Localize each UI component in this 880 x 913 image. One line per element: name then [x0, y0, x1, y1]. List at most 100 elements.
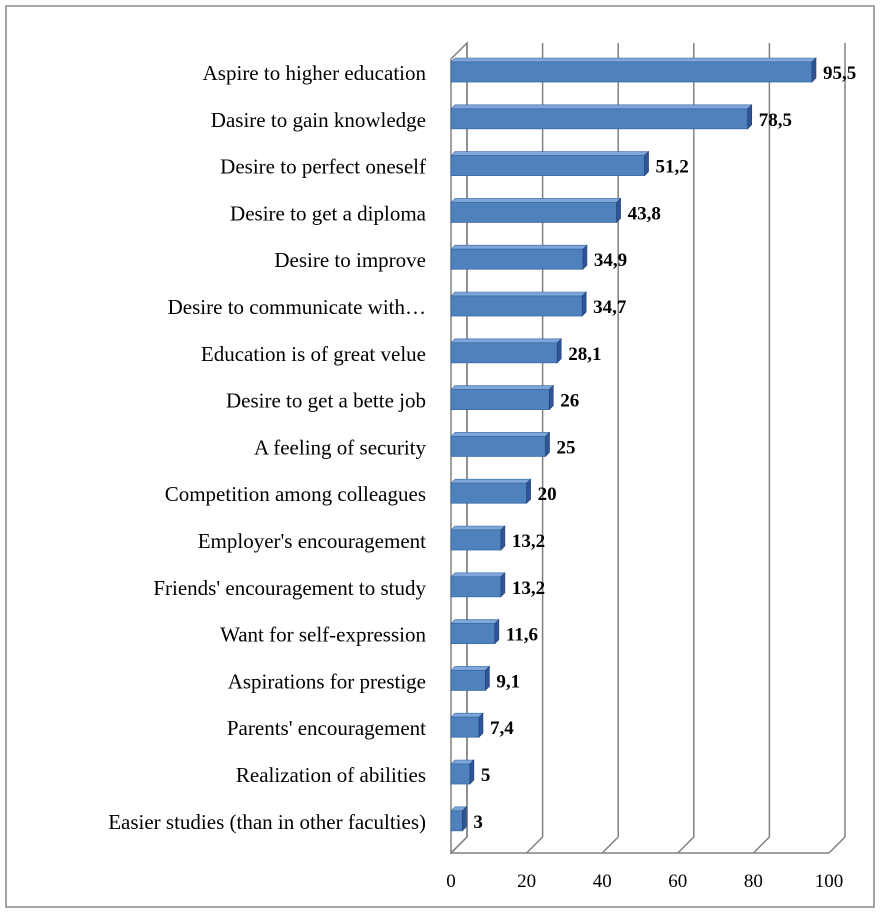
bars: [450, 57, 817, 832]
bar: [450, 665, 491, 692]
category-label: Education is of great velue: [201, 342, 426, 366]
data-label: 13,2: [512, 578, 545, 599]
category-label: Parents' encouragement: [227, 716, 426, 740]
bar: [450, 712, 484, 738]
bar-front-face: [450, 435, 546, 457]
bar-top-face: [450, 151, 650, 156]
bar-side-face: [500, 525, 506, 551]
bar: [450, 57, 817, 83]
data-label: 28,1: [568, 344, 601, 365]
bar-front-face: [450, 108, 749, 130]
bar: [450, 150, 650, 177]
bar-side-face: [616, 197, 621, 224]
bar-front-face: [450, 529, 502, 551]
category-label: Want for self-expression: [220, 623, 426, 647]
bar: [450, 244, 588, 270]
category-label: Desire to get a bette job: [226, 389, 426, 413]
bar: [450, 291, 587, 317]
bar: [450, 431, 551, 458]
data-label: 7,4: [490, 718, 514, 739]
x-tick-label: 80: [744, 871, 763, 892]
bar-front-face: [450, 670, 486, 691]
floor-gridline: [828, 836, 846, 854]
bar: [450, 572, 506, 598]
floor-gridline: [677, 836, 695, 854]
category-label: Desire to communicate with…: [168, 295, 426, 319]
data-label: 11,6: [506, 625, 538, 646]
bar: [450, 478, 532, 504]
bar: [450, 525, 506, 551]
bar-side-face: [462, 806, 467, 832]
category-label: Realization of abilities: [236, 763, 426, 787]
bar-front-face: [450, 389, 550, 411]
bar: [450, 806, 468, 832]
bar-front-face: [450, 61, 813, 83]
data-label: 3: [473, 812, 483, 833]
bar-side-face: [526, 478, 531, 504]
bar-top-face: [450, 525, 506, 531]
bar-side-face: [644, 150, 649, 177]
bar-top-face: [450, 57, 817, 63]
bar-side-face: [582, 244, 588, 270]
bar-side-face: [494, 618, 500, 645]
bar-front-face: [450, 155, 645, 177]
bar-top-face: [450, 244, 588, 250]
category-label: Desire to improve: [274, 248, 426, 272]
floor-gridline: [526, 836, 544, 854]
x-tick-label: 40: [593, 871, 612, 892]
category-label: Easier studies (than in other faculties): [108, 810, 426, 834]
data-label: 43,8: [628, 203, 661, 224]
data-label: 26: [560, 391, 579, 412]
bar: [450, 104, 753, 130]
bar-top-face: [450, 572, 506, 578]
bar: [450, 197, 622, 224]
bar-side-face: [469, 759, 475, 785]
bar-front-face: [450, 201, 617, 223]
category-label: Desire to get a diploma: [230, 201, 427, 225]
bar-top-face: [450, 432, 551, 437]
chart-border: [5, 5, 875, 908]
floor-gridline: [601, 836, 619, 854]
bar: [450, 618, 500, 645]
bar: [450, 384, 555, 411]
bar-front-face: [450, 248, 584, 270]
category-label: Desire to perfect oneself: [220, 155, 426, 179]
bar-side-face: [811, 57, 817, 83]
data-label: 95,5: [823, 63, 856, 84]
bar-front-face: [450, 295, 583, 317]
category-label: Dasire to gain knowledge: [211, 108, 426, 132]
bar-top-face: [450, 385, 555, 390]
bar-top-face: [450, 666, 491, 671]
data-label: 25: [557, 437, 576, 458]
data-label: 78,5: [759, 110, 792, 131]
bar-front-face: [450, 716, 480, 738]
x-tick-label: 0: [446, 871, 456, 892]
category-label: Friends' encouragement to study: [153, 576, 426, 600]
data-label: 20: [538, 484, 557, 505]
bar-front-face: [450, 810, 463, 832]
bar-top-face: [450, 478, 532, 484]
bar: [450, 759, 475, 785]
bar-top-face: [450, 291, 587, 297]
data-label: 34,7: [593, 297, 627, 318]
bar-side-face: [747, 104, 753, 130]
category-label: Employer's encouragement: [198, 529, 426, 553]
bar-top-face: [450, 712, 484, 718]
bar-side-face: [500, 572, 506, 598]
category-label: Aspirations for prestige: [228, 669, 426, 693]
category-label: Aspire to higher education: [203, 61, 427, 85]
data-label: 51,2: [656, 157, 689, 178]
bar-top-face: [450, 104, 753, 110]
bar-side-face: [478, 712, 484, 738]
bar-side-face: [485, 665, 490, 692]
bar-front-face: [450, 763, 471, 785]
category-label: Competition among colleagues: [165, 482, 426, 506]
labels: 0 20 40 60 80 100 95,5 Aspire to higher educati…: [108, 61, 856, 892]
data-label: 9,1: [496, 671, 520, 692]
bar-front-face: [450, 576, 502, 598]
x-tick-label: 60: [668, 871, 687, 892]
bar-top-face: [450, 619, 500, 624]
bar-side-face: [581, 291, 587, 317]
